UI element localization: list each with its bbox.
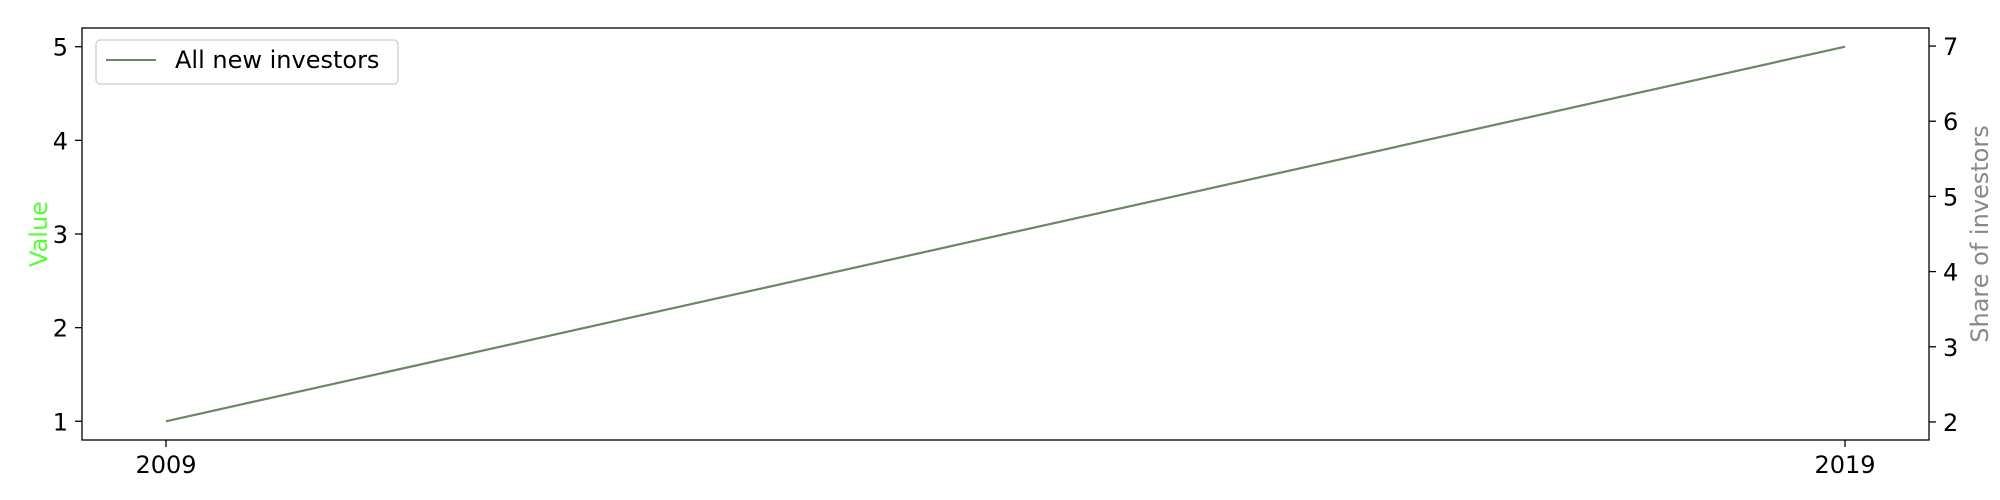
left-y-tick-label: 5 <box>53 34 68 62</box>
right-y-tick-label: 2 <box>1943 409 1958 437</box>
legend-label: All new investors <box>175 46 379 74</box>
right-y-tick-label: 4 <box>1943 259 1958 287</box>
right-y-tick-label: 3 <box>1943 334 1958 362</box>
right-y-tick-label: 6 <box>1943 108 1958 136</box>
x-tick-label: 2009 <box>135 451 196 479</box>
left-axis-title: Value <box>25 201 53 267</box>
legend: All new investors <box>96 40 398 84</box>
x-tick-label: 2019 <box>1814 451 1875 479</box>
left-y-tick-label: 1 <box>53 408 68 436</box>
right-y-tick-label: 7 <box>1943 33 1958 61</box>
left-y-tick-label: 4 <box>53 127 68 155</box>
right-y-tick-label: 5 <box>1943 183 1958 211</box>
right-axis-title: Share of investors <box>1966 125 1994 342</box>
left-y-tick-label: 3 <box>53 221 68 249</box>
left-y-tick-label: 2 <box>53 315 68 343</box>
